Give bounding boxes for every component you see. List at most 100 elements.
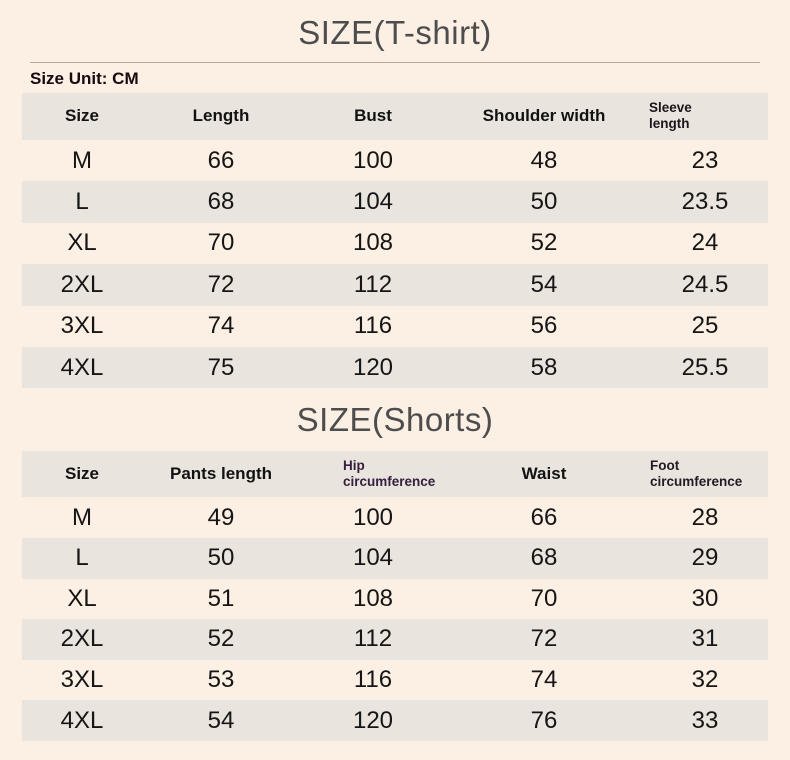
tshirt-xl-bust: 108 xyxy=(352,229,394,257)
shorts-header-pants-length-label: Pants length xyxy=(169,464,272,484)
tshirt-header-size-label: Size xyxy=(64,106,100,126)
shorts-header-row: Size Pants length Hip circumference Waist Fo… xyxy=(22,451,768,498)
tshirt-row-4xl: 4XL 75 120 58 25.5 xyxy=(22,346,768,389)
tshirt-l-bust: 104 xyxy=(352,188,394,216)
tshirt-header-sleeve-length: Sleeve length xyxy=(642,100,768,133)
shorts-2xl-size: 2XL xyxy=(60,625,104,653)
tshirt-header-shoulder-width-label: Shoulder width xyxy=(482,106,606,126)
tshirt-row-3xl: 3XL 74 116 56 25 xyxy=(22,306,768,347)
tshirt-4xl-bust: 120 xyxy=(352,353,394,381)
tshirt-header-bust-label: Bust xyxy=(354,106,392,126)
shorts-l-size: L xyxy=(75,544,89,572)
shorts-2xl-hip-circumference: 112 xyxy=(353,625,393,653)
tshirt-row-l: L 68 104 50 23.5 xyxy=(22,181,768,223)
shorts-l-foot-circumference: 29 xyxy=(691,544,719,572)
shorts-row-4xl: 4XL 54 120 76 33 xyxy=(22,700,768,741)
tshirt-l-shoulder-width: 50 xyxy=(530,188,558,216)
shorts-xl-waist: 70 xyxy=(530,584,558,612)
tshirt-xl-sleeve-length: 24 xyxy=(691,229,719,257)
shorts-m-hip-circumference: 100 xyxy=(352,503,394,531)
shorts-row-xl: XL 51 108 70 30 xyxy=(22,579,768,620)
tshirt-3xl-size: 3XL xyxy=(60,312,104,340)
shorts-header-size-label: Size xyxy=(64,464,100,484)
shorts-xl-pants-length: 51 xyxy=(207,584,235,612)
size-chart-page: SIZE(T-shirt) Size Unit: CM Size Length Bu… xyxy=(22,14,768,741)
tshirt-xl-length: 70 xyxy=(207,229,235,257)
tshirt-3xl-bust: 116 xyxy=(353,312,393,340)
tshirt-header-shoulder-width: Shoulder width xyxy=(446,106,642,126)
tshirt-4xl-size: 4XL xyxy=(60,353,104,381)
tshirt-2xl-shoulder-width: 54 xyxy=(530,270,558,298)
tshirt-3xl-sleeve-length: 25 xyxy=(691,312,719,340)
tshirt-header-size: Size xyxy=(22,106,142,126)
tshirt-m-shoulder-width: 48 xyxy=(530,146,558,174)
tshirt-2xl-sleeve-length: 24.5 xyxy=(681,270,729,298)
tshirt-m-size: M xyxy=(72,146,92,174)
tshirt-2xl-length: 72 xyxy=(207,270,235,298)
tshirt-4xl-shoulder-width: 58 xyxy=(530,353,558,381)
tshirt-row-m: M 66 100 48 23 xyxy=(22,140,768,181)
tshirt-3xl-shoulder-width: 56 xyxy=(530,312,558,340)
tshirt-m-bust: 100 xyxy=(352,146,394,174)
shorts-xl-size: XL xyxy=(67,584,97,612)
shorts-header-foot-circumference-label: Foot circumference xyxy=(650,457,743,489)
shorts-m-waist: 66 xyxy=(530,503,558,531)
shorts-xl-foot-circumference: 30 xyxy=(691,584,719,612)
tshirt-l-length: 68 xyxy=(207,188,235,216)
shorts-3xl-size: 3XL xyxy=(60,666,104,694)
shorts-row-m: M 49 100 66 28 xyxy=(22,497,768,538)
tshirt-xl-size: XL xyxy=(67,229,97,257)
tshirt-2xl-size: 2XL xyxy=(60,270,104,298)
tshirt-header-length-label: Length xyxy=(192,106,250,126)
tshirt-row-xl: XL 70 108 52 24 xyxy=(22,223,768,264)
tshirt-row-2xl: 2XL 72 112 54 24.5 xyxy=(22,264,768,306)
shorts-m-pants-length: 49 xyxy=(207,503,235,531)
tshirt-header-bust: Bust xyxy=(300,106,446,126)
shorts-m-size: M xyxy=(72,503,92,531)
shorts-4xl-pants-length: 54 xyxy=(207,706,235,734)
shorts-xl-hip-circumference: 108 xyxy=(352,584,394,612)
shorts-2xl-waist: 72 xyxy=(530,625,558,653)
divider-line xyxy=(30,62,760,63)
shorts-row-2xl: 2XL 52 112 72 31 xyxy=(22,619,768,660)
shorts-header-foot-circumference: Foot circumference xyxy=(642,458,768,491)
tshirt-l-size: L xyxy=(75,188,89,216)
tshirt-2xl-bust: 112 xyxy=(353,270,393,298)
shorts-row-l: L 50 104 68 29 xyxy=(22,537,768,579)
tshirt-title: SIZE(T-shirt) xyxy=(298,14,492,51)
shorts-4xl-waist: 76 xyxy=(530,706,558,734)
tshirt-4xl-sleeve-length: 25.5 xyxy=(681,353,729,381)
shorts-header-waist-label: Waist xyxy=(521,464,567,484)
tshirt-m-sleeve-length: 23 xyxy=(691,146,719,174)
shorts-header-hip-circumference-label: Hip circumference xyxy=(343,457,436,489)
shorts-3xl-foot-circumference: 32 xyxy=(691,666,719,694)
tshirt-size-table: Size Length Bust Shoulder width Sleeve lengt… xyxy=(22,93,768,389)
tshirt-header-length: Length xyxy=(142,106,300,126)
shorts-header-hip-circumference: Hip circumference xyxy=(300,458,446,491)
tshirt-m-length: 66 xyxy=(207,146,235,174)
tshirt-xl-shoulder-width: 52 xyxy=(530,229,558,257)
tshirt-header-row: Size Length Bust Shoulder width Sleeve lengt… xyxy=(22,93,768,140)
shorts-row-3xl: 3XL 53 116 74 32 xyxy=(22,660,768,701)
shorts-header-waist: Waist xyxy=(446,464,642,484)
shorts-size-table: Size Pants length Hip circumference Waist Fo… xyxy=(22,451,768,741)
shorts-l-hip-circumference: 104 xyxy=(352,544,394,572)
shorts-title: SIZE(Shorts) xyxy=(296,401,494,439)
shorts-header-pants-length: Pants length xyxy=(142,464,300,484)
shorts-2xl-pants-length: 52 xyxy=(207,625,235,653)
shorts-3xl-hip-circumference: 116 xyxy=(353,666,393,694)
shorts-4xl-hip-circumference: 120 xyxy=(352,706,394,734)
shorts-3xl-pants-length: 53 xyxy=(207,666,235,694)
shorts-l-waist: 68 xyxy=(530,544,558,572)
shorts-3xl-waist: 74 xyxy=(530,666,558,694)
shorts-4xl-size: 4XL xyxy=(60,706,104,734)
shorts-2xl-foot-circumference: 31 xyxy=(691,625,719,653)
shorts-l-pants-length: 50 xyxy=(207,544,235,572)
size-unit-label: Size Unit: CM xyxy=(30,69,139,88)
tshirt-l-sleeve-length: 23.5 xyxy=(681,188,729,216)
shorts-m-foot-circumference: 28 xyxy=(691,503,719,531)
tshirt-header-sleeve-length-label: Sleeve length xyxy=(649,99,692,132)
tshirt-3xl-length: 74 xyxy=(207,312,235,340)
shorts-header-size: Size xyxy=(22,464,142,484)
tshirt-4xl-length: 75 xyxy=(207,353,235,381)
